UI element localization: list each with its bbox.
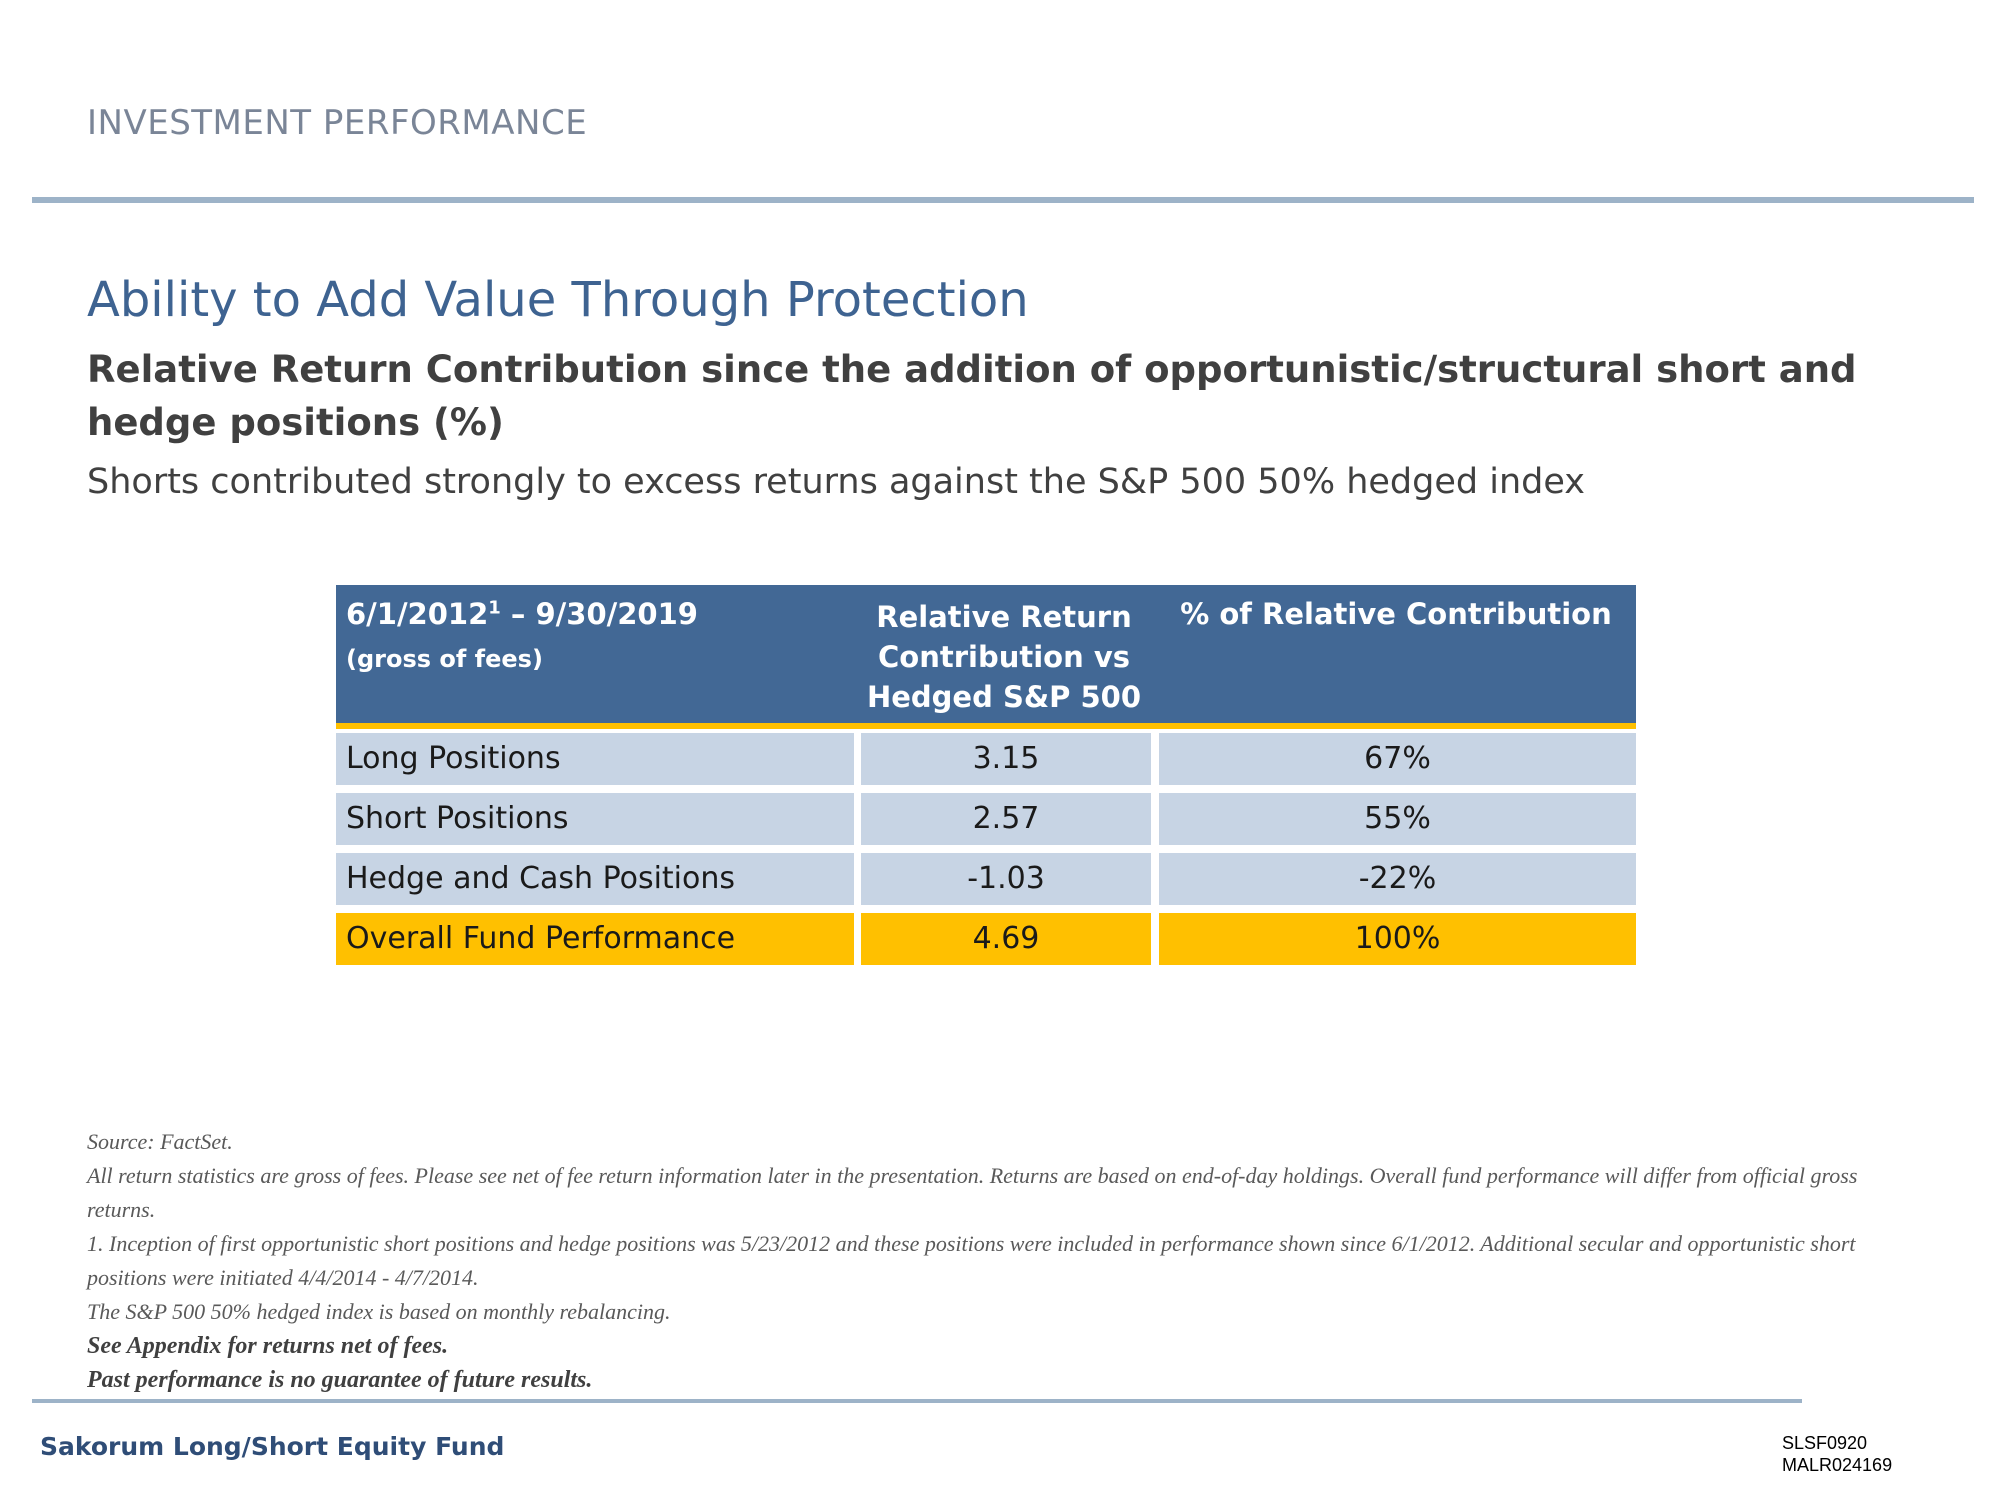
header-percent-contribution: % of Relative Contribution [1180,597,1612,631]
table-row-total: Overall Fund Performance 4.69 100% [336,909,1636,969]
table-row: Hedge and Cash Positions -1.03 -22% [336,849,1636,909]
bottom-divider [32,1399,1802,1403]
hedged-index-note: The S&P 500 50% hedged index is based on… [87,1299,671,1324]
appendix-note: See Appendix for returns net of fees. [87,1333,449,1359]
period-start: 6/1/2012 [346,597,489,631]
table-header: 6/1/20121 – 9/30/2019 (gross of fees) Re… [336,585,1636,729]
header-period: 6/1/20121 – 9/30/2019 [346,597,698,631]
page-tagline: Shorts contributed strongly to excess re… [87,462,1585,502]
footer-code-1: SLSF0920 [1782,1433,1868,1453]
footnotes: Source: FactSet. All return statistics a… [87,1125,1887,1397]
top-divider [32,197,1974,203]
inception-note: 1. Inception of first opportunistic shor… [87,1231,1856,1290]
row-label: Overall Fund Performance [336,913,854,965]
row-label: Long Positions [336,733,854,785]
disclaimer-note: Past performance is no guarantee of futu… [87,1367,593,1393]
footer-fund-name: Sakorum Long/Short Equity Fund [40,1432,505,1461]
table-row: Long Positions 3.15 67% [336,729,1636,789]
contribution-table: 6/1/20121 – 9/30/2019 (gross of fees) Re… [336,585,1636,969]
row-contribution: 4.69 [861,913,1151,965]
row-percent: 67% [1159,733,1636,785]
row-percent: 55% [1159,793,1636,845]
period-end: – 9/30/2019 [500,597,698,631]
page-title: Ability to Add Value Through Protection [87,272,1029,328]
row-contribution: 3.15 [861,733,1151,785]
row-percent: -22% [1159,853,1636,905]
row-label: Hedge and Cash Positions [336,853,854,905]
period-footnote-marker: 1 [488,597,501,619]
gross-fees-note: All return statistics are gross of fees.… [87,1163,1858,1222]
header-relative-return: Relative Return Contribution vs Hedged S… [866,600,1142,714]
row-contribution: 2.57 [861,793,1151,845]
footer-codes: SLSF0920 MALR024169 [1782,1432,1892,1476]
page-subtitle: Relative Return Contribution since the a… [87,348,1857,444]
header-period-note: (gross of fees) [346,645,543,673]
row-label: Short Positions [336,793,854,845]
footer-code-2: MALR024169 [1782,1455,1893,1475]
section-label: INVESTMENT PERFORMANCE [87,103,588,143]
table-row: Short Positions 2.57 55% [336,789,1636,849]
source-note: Source: FactSet. [87,1129,233,1154]
row-contribution: -1.03 [861,853,1151,905]
row-percent: 100% [1159,913,1636,965]
